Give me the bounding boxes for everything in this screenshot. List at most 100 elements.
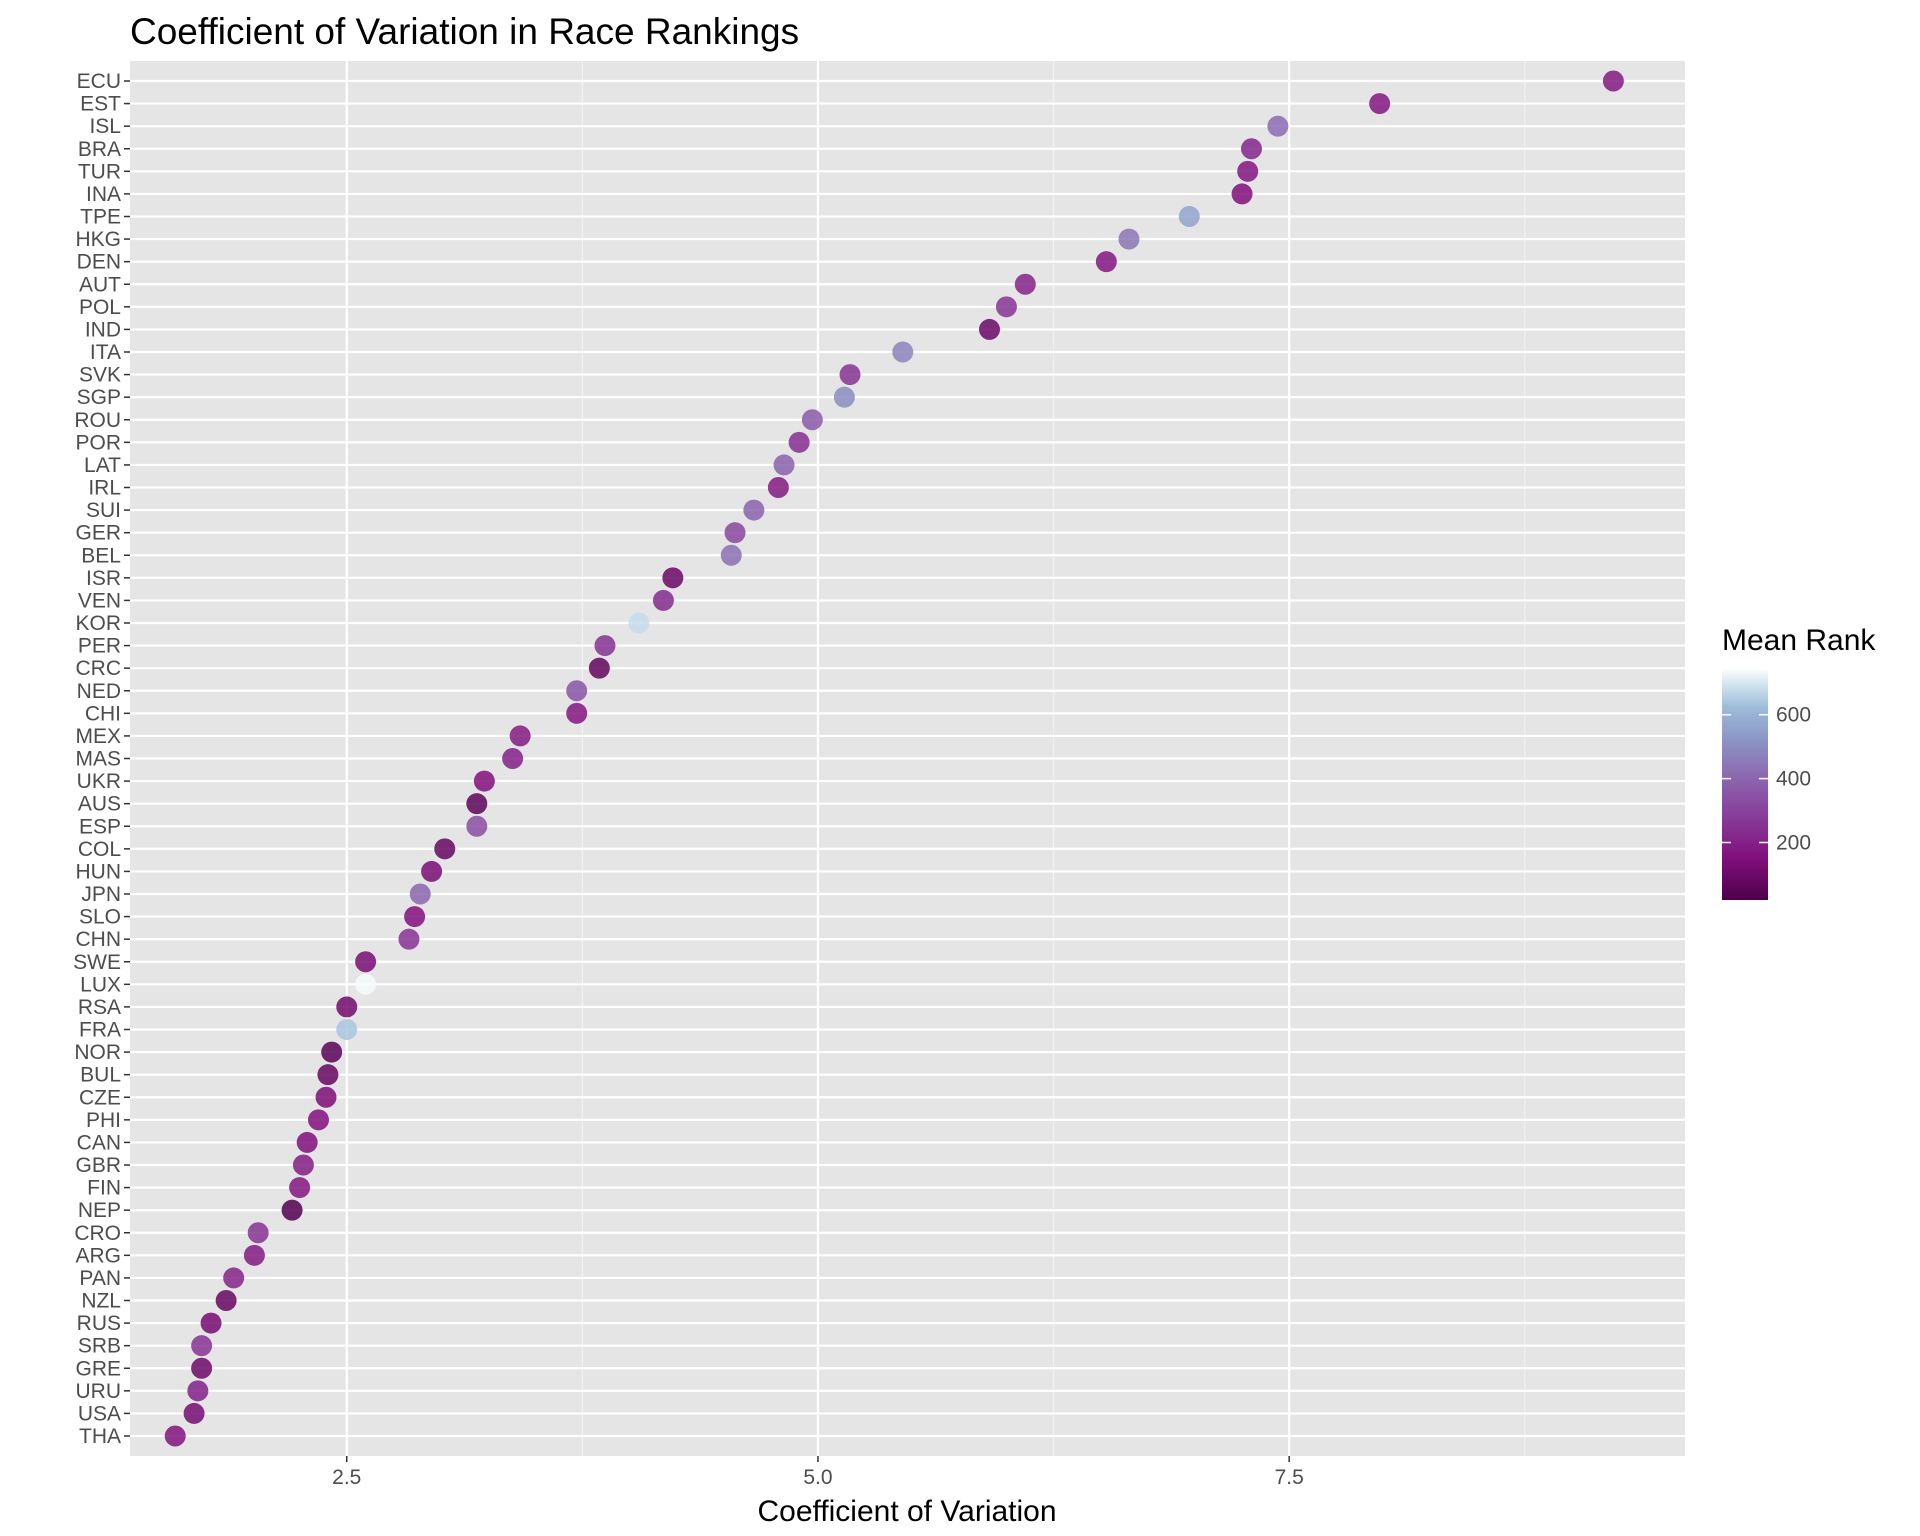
y-tick-label: GRE	[75, 1357, 121, 1380]
point-nzl	[215, 1290, 237, 1311]
point-irl	[767, 477, 789, 498]
point-bul	[317, 1064, 339, 1086]
y-tick-label: CHN	[76, 928, 122, 951]
point-ven	[652, 589, 674, 611]
point-ned	[566, 680, 588, 702]
point-por	[788, 431, 810, 453]
point-ukr	[473, 770, 495, 792]
point-aut	[1014, 273, 1036, 295]
point-ger	[724, 522, 746, 544]
y-tick-label: NZL	[81, 1290, 121, 1313]
point-crc	[588, 657, 610, 679]
y-axis: ECUESTISLBRATURINATPEHKGDENAUTPOLINDITAS…	[73, 70, 130, 1448]
point-esp	[466, 815, 488, 837]
y-tick-label: SWE	[73, 951, 121, 974]
y-tick-label: DEN	[77, 251, 121, 274]
legend-tick-label: 600	[1776, 704, 1811, 727]
point-nep	[281, 1199, 303, 1221]
y-tick-label: SVK	[79, 364, 121, 387]
y-tick-label: RSA	[78, 996, 121, 1019]
point-aus	[466, 793, 488, 815]
y-tick-label: LUX	[80, 973, 121, 996]
data-points	[164, 70, 1624, 1447]
point-ecu	[1602, 70, 1624, 92]
y-tick-label: AUS	[78, 793, 121, 816]
x-axis-title: Coefficient of Variation	[757, 1495, 1056, 1528]
y-tick-label: PAN	[79, 1267, 121, 1290]
y-tick-label: CZE	[79, 1086, 121, 1109]
y-tick-label: NOR	[74, 1041, 121, 1064]
chart-title: Coefficient of Variation in Race Ranking…	[130, 11, 799, 52]
y-tick-label: IRL	[88, 477, 121, 500]
y-tick-label: KOR	[75, 612, 121, 635]
point-cze	[315, 1086, 337, 1108]
y-tick-label: MEX	[75, 725, 121, 748]
point-gbr	[292, 1154, 314, 1176]
point-isr	[662, 567, 684, 589]
y-tick-label: ROU	[74, 409, 121, 432]
point-hun	[421, 860, 443, 882]
y-tick-label: LAT	[84, 454, 121, 477]
y-tick-label: MAS	[75, 748, 121, 771]
point-mex	[509, 725, 531, 747]
point-pol	[995, 296, 1017, 318]
point-fin	[289, 1177, 311, 1199]
point-ind	[978, 318, 1000, 340]
y-tick-label: SUI	[86, 499, 121, 522]
point-isl	[1267, 115, 1289, 137]
y-tick-label: GBR	[75, 1154, 121, 1177]
point-slo	[404, 906, 426, 928]
legend-title: Mean Rank	[1722, 624, 1876, 657]
point-col	[434, 838, 456, 860]
point-svk	[839, 364, 861, 386]
point-swe	[355, 951, 377, 973]
point-chn	[398, 928, 420, 950]
y-tick-label: FIN	[87, 1177, 121, 1200]
point-cro	[247, 1222, 269, 1244]
y-tick-label: CAN	[77, 1131, 121, 1154]
point-lat	[773, 454, 795, 476]
point-gre	[191, 1357, 213, 1379]
point-ina	[1231, 183, 1253, 205]
y-tick-label: FRA	[79, 1019, 121, 1042]
y-tick-label: IND	[85, 318, 121, 341]
y-tick-label: EST	[80, 93, 121, 116]
point-hkg	[1118, 228, 1140, 250]
y-tick-label: ISR	[86, 567, 121, 590]
point-per	[594, 635, 616, 657]
gridlines-y	[130, 79, 1685, 1438]
y-tick-label: INA	[86, 183, 121, 206]
y-tick-label: SGP	[77, 386, 121, 409]
point-phi	[307, 1109, 329, 1131]
y-tick-label: SLO	[79, 906, 121, 929]
point-den	[1095, 251, 1117, 273]
color-legend: Mean Rank 200 400 600	[1722, 624, 1876, 900]
point-uru	[187, 1380, 209, 1402]
y-tick-label: HUN	[76, 860, 122, 883]
point-can	[296, 1131, 318, 1153]
y-tick-label: POL	[79, 296, 121, 319]
y-tick-label: BRA	[78, 138, 121, 161]
y-tick-label: CHI	[85, 702, 121, 725]
y-tick-label: AUT	[79, 273, 121, 296]
point-jpn	[409, 883, 431, 905]
y-tick-label: SRB	[78, 1335, 121, 1358]
y-tick-label: TUR	[78, 160, 121, 183]
y-tick-label: POR	[75, 431, 121, 454]
y-tick-label: BEL	[81, 544, 121, 567]
y-tick-label: URU	[76, 1380, 122, 1403]
point-arg	[243, 1244, 265, 1266]
point-rsa	[336, 996, 358, 1018]
legend-tick-label: 400	[1776, 768, 1811, 791]
point-bra	[1240, 138, 1262, 160]
x-tick-label: 5.0	[803, 1466, 832, 1489]
y-tick-label: HKG	[75, 228, 121, 251]
point-fra	[336, 1019, 358, 1040]
y-tick-label: ESP	[79, 815, 121, 838]
y-tick-label: USA	[78, 1402, 121, 1425]
point-pan	[223, 1267, 245, 1289]
point-nor	[321, 1041, 343, 1063]
y-tick-label: CRO	[74, 1222, 121, 1245]
legend-ticks: 200 400 600	[1722, 704, 1811, 855]
y-tick-label: NED	[77, 680, 121, 703]
